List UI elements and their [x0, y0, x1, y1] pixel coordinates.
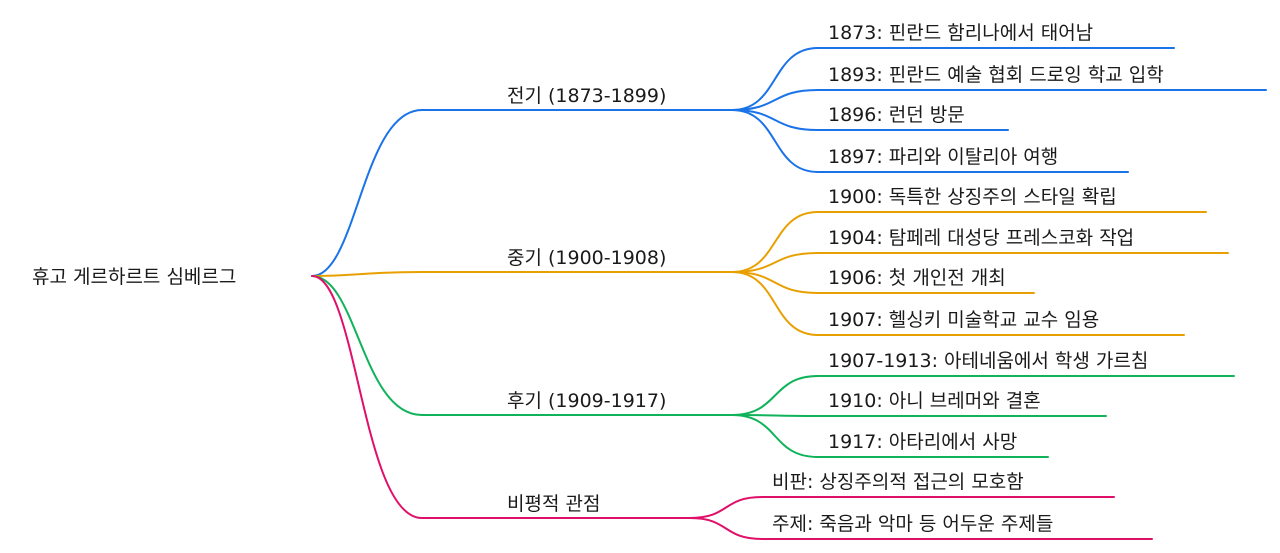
leaf-label-late-2: 1917: 아타리에서 사망	[828, 431, 1017, 453]
root-node-label: 휴고 게르하르트 심베르그	[32, 266, 236, 288]
leaf-label-late-1: 1910: 아니 브레머와 결혼	[828, 390, 1041, 412]
leaf-label-critical-1: 주제: 죽음과 악마 등 어두운 주제들	[772, 513, 1053, 535]
labels-layer: 휴고 게르하르트 심베르그 전기 (1873-1899) 1873: 핀란드 함리…	[32, 22, 1164, 535]
leaf-label-middle-1: 1904: 탐페레 대성당 프레스코화 작업	[828, 227, 1134, 249]
edge-critical-to-leaf-0	[689, 496, 763, 519]
edge-late-to-leaf-2	[731, 414, 819, 458]
edge-middle-to-leaf-0	[731, 211, 819, 273]
edge-root-to-late	[311, 275, 423, 416]
leaf-label-critical-0: 비판: 상징주의적 접근의 모호함	[772, 471, 1024, 493]
branch-label-late: 후기 (1909-1917)	[507, 390, 666, 412]
edge-early-to-leaf-3	[731, 109, 819, 173]
leaf-label-early-2: 1896: 런던 방문	[828, 104, 965, 126]
edge-late-to-leaf-1	[731, 414, 819, 417]
edge-critical-to-leaf-1	[689, 517, 763, 540]
edge-early-to-leaf-1	[731, 89, 819, 111]
leaf-label-middle-3: 1907: 헬싱키 미술학교 교수 임용	[828, 309, 1099, 331]
branch-label-early: 전기 (1873-1899)	[507, 85, 666, 107]
branch-label-critical: 비평적 관점	[507, 493, 600, 515]
leaf-label-middle-2: 1906: 첫 개인전 개최	[828, 267, 1006, 289]
leaf-label-early-3: 1897: 파리와 이탈리아 여행	[828, 146, 1058, 168]
edge-middle-to-leaf-3	[731, 271, 819, 336]
leaf-label-early-1: 1893: 핀란드 예술 협회 드로잉 학교 입학	[828, 64, 1164, 86]
edge-root-to-early	[311, 109, 423, 277]
leaf-label-middle-0: 1900: 독특한 상징주의 스타일 확립	[828, 186, 1117, 208]
edge-late-to-leaf-0	[731, 375, 819, 416]
edge-root-to-middle	[311, 271, 423, 277]
leaf-label-early-0: 1873: 핀란드 함리나에서 태어남	[828, 22, 1093, 44]
edge-middle-to-leaf-1	[731, 252, 819, 273]
edges-layer	[311, 47, 1267, 540]
edge-root-to-critical	[311, 275, 423, 519]
edge-middle-to-leaf-2	[731, 271, 819, 294]
leaf-label-late-0: 1907-1913: 아테네움에서 학생 가르침	[828, 350, 1148, 372]
edge-early-to-leaf-2	[731, 109, 819, 131]
edge-early-to-leaf-0	[731, 47, 819, 111]
branch-label-middle: 중기 (1900-1908)	[507, 247, 666, 269]
